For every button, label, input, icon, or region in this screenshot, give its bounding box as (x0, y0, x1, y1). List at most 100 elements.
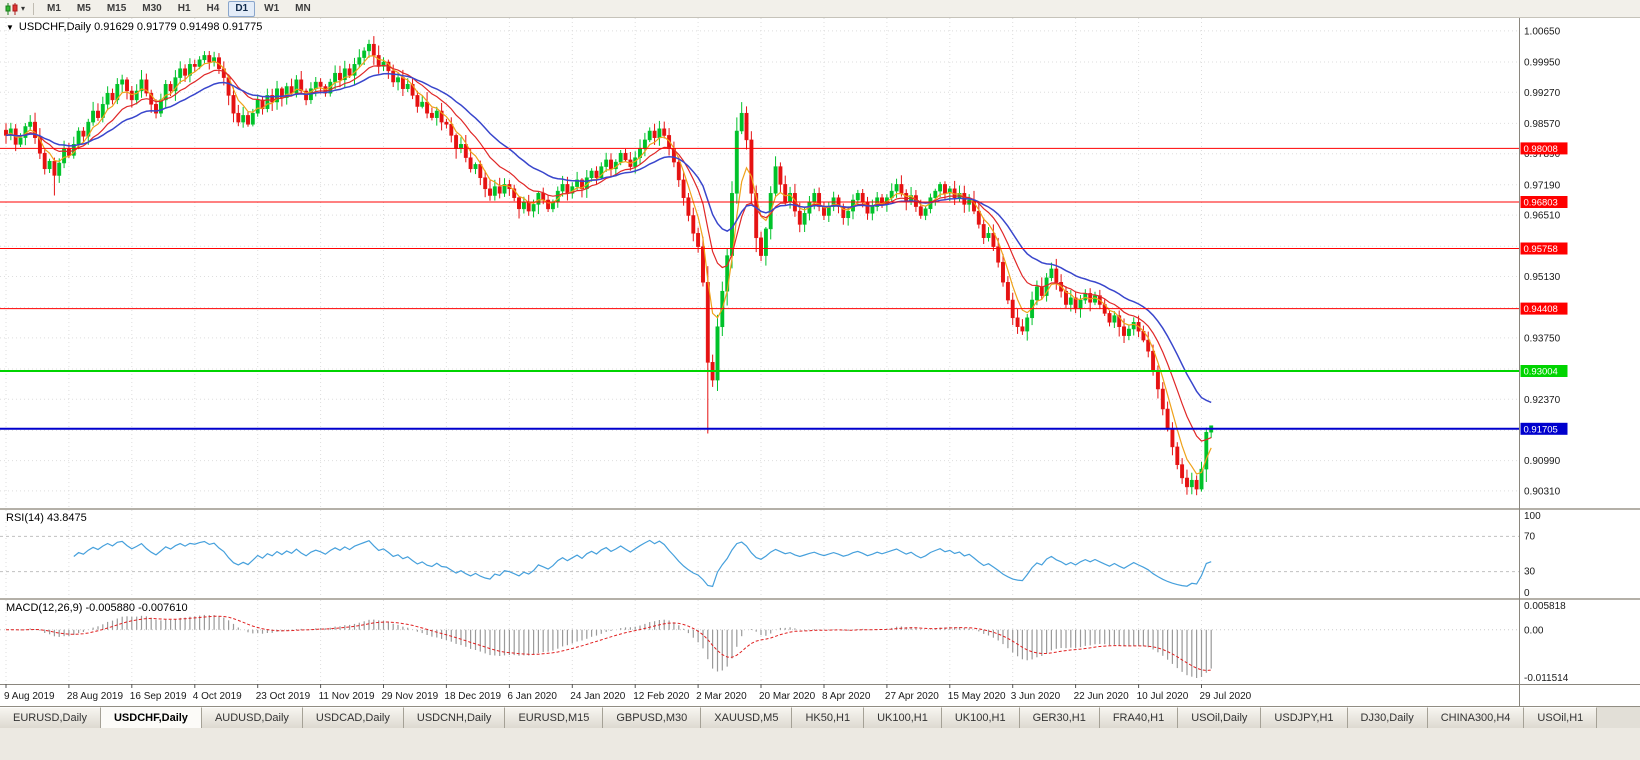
moving-average-fast (5, 55, 1212, 475)
chart-tabs-bar: EURUSD,Daily USDCHF,Daily AUDUSD,Daily USDC… (0, 706, 1640, 728)
timeframe-button-h1[interactable]: H1 (177, 2, 191, 14)
chart-tab-usdcnh-daily[interactable]: USDCNH,Daily (403, 707, 506, 728)
grid (0, 18, 1519, 684)
pane-splitters[interactable] (0, 18, 1640, 706)
chart-tab-uk100-h1[interactable]: UK100,H1 (941, 707, 1020, 728)
svg-text:0.95758: 0.95758 (1524, 244, 1558, 255)
svg-text:29 Nov 2019: 29 Nov 2019 (382, 691, 439, 702)
chart-area: 1.00650 0.99950 0.99270 0.98570 0.97890 0.971… (0, 18, 1640, 706)
price-axis[interactable]: 1.00650 0.99950 0.99270 0.98570 0.97890 0.971… (1520, 26, 1569, 684)
pane-splitter[interactable] (0, 508, 1640, 510)
timeframe-button-m15[interactable]: M15 (106, 2, 127, 14)
svg-text:18 Dec 2019: 18 Dec 2019 (444, 691, 501, 702)
timeframe-button-mn[interactable]: MN (295, 2, 311, 14)
candlestick-series (4, 36, 1214, 496)
svg-text:0.95130: 0.95130 (1524, 272, 1561, 283)
svg-text:8 Apr 2020: 8 Apr 2020 (822, 691, 871, 702)
svg-text:0.94408: 0.94408 (1524, 304, 1558, 315)
timeframe-button-m5[interactable]: M5 (76, 2, 91, 14)
chart-tab-uk100-h1[interactable]: UK100,H1 (864, 707, 942, 728)
chart-tab-eurusd-m15[interactable]: EURUSD,M15 (505, 707, 604, 728)
toolbar-dropdown-arrow-icon[interactable]: ▾ (21, 4, 26, 13)
svg-text:12 Feb 2020: 12 Feb 2020 (633, 691, 690, 702)
svg-text:0.91705: 0.91705 (1524, 424, 1558, 435)
moving-average-medium (5, 64, 1212, 442)
level-price-badge (1520, 422, 1568, 435)
toolbar-separator (33, 2, 35, 15)
macd-signal-line (5, 615, 1212, 672)
candlestick-chart-icon[interactable] (4, 2, 20, 16)
timeframe-button-m30[interactable]: M30 (142, 2, 162, 14)
status-strip (0, 729, 1640, 760)
timeframe-button-h4[interactable]: H4 (206, 2, 220, 14)
svg-text:16 Sep 2019: 16 Sep 2019 (130, 691, 187, 702)
chart-tab-ger30-h1[interactable]: GER30,H1 (1019, 707, 1100, 728)
chart-tab-usdcad-daily[interactable]: USDCAD,Daily (302, 707, 404, 728)
chart-tab-usdchf-daily[interactable]: USDCHF,Daily (100, 707, 202, 728)
price-chart-canvas[interactable]: 1.00650 0.99950 0.99270 0.98570 0.97890 0.971… (0, 18, 1640, 706)
level-price-badge (1520, 242, 1568, 255)
svg-text:10 Jul 2020: 10 Jul 2020 (1137, 691, 1189, 702)
timeframe-button-d1[interactable]: D1 (228, 0, 256, 17)
svg-text:0.90990: 0.90990 (1524, 456, 1561, 467)
chart-tab-gbpusd-m30[interactable]: GBPUSD,M30 (603, 707, 702, 728)
level-price-badge (1520, 196, 1568, 208)
svg-text:0.93750: 0.93750 (1524, 333, 1561, 344)
svg-text:-0.011514: -0.011514 (1524, 673, 1569, 684)
svg-text:0.98570: 0.98570 (1524, 119, 1561, 130)
svg-text:0.92370: 0.92370 (1524, 395, 1561, 406)
svg-text:100: 100 (1524, 511, 1541, 522)
svg-text:11 Nov 2019: 11 Nov 2019 (319, 691, 375, 702)
svg-text:0.99270: 0.99270 (1524, 88, 1561, 99)
chart-tab-usoil-h1[interactable]: USOil,H1 (1524, 707, 1598, 728)
svg-text:30: 30 (1524, 567, 1536, 578)
candlestick-chart-icon-glyph (5, 2, 18, 15)
svg-text:23 Oct 2019: 23 Oct 2019 (256, 691, 311, 702)
svg-text:24 Jan 2020: 24 Jan 2020 (570, 691, 625, 702)
horizontal-level-lines[interactable] (0, 147, 1519, 430)
chart-menu-arrow-icon[interactable]: ▼ (6, 22, 14, 32)
timeframe-button-group: M1 M5 M15 M30 H1 H4 D1 W1 MN (39, 0, 319, 17)
chart-tab-fra40-h1[interactable]: FRA40,H1 (1099, 707, 1179, 728)
svg-text:0.97890: 0.97890 (1524, 149, 1561, 160)
timeframe-button-m1[interactable]: M1 (47, 2, 61, 14)
svg-text:0: 0 (1524, 588, 1530, 599)
chart-tab-hk50-h1[interactable]: HK50,H1 (792, 707, 865, 728)
chart-tab-dj30-daily[interactable]: DJ30,Daily (1347, 707, 1428, 728)
svg-text:2 Mar 2020: 2 Mar 2020 (696, 691, 747, 702)
time-axis[interactable]: 9 Aug 2019 28 Aug 2019 16 Sep 2019 4 Oct 20… (4, 684, 1252, 702)
svg-text:3 Jun 2020: 3 Jun 2020 (1011, 691, 1061, 702)
svg-text:0.96803: 0.96803 (1524, 198, 1558, 209)
svg-text:0.00: 0.00 (1524, 625, 1544, 636)
svg-text:0.97190: 0.97190 (1524, 180, 1561, 191)
svg-text:4 Oct 2019: 4 Oct 2019 (193, 691, 242, 702)
svg-text:0.98008: 0.98008 (1524, 144, 1558, 155)
rsi-pane (0, 535, 1519, 588)
pane-splitter[interactable] (0, 598, 1640, 600)
svg-text:9 Aug 2019: 9 Aug 2019 (4, 691, 55, 702)
svg-text:20 Mar 2020: 20 Mar 2020 (759, 691, 816, 702)
svg-text:6 Jan 2020: 6 Jan 2020 (507, 691, 557, 702)
chart-tab-xauusd-m5[interactable]: XAUUSD,M5 (701, 707, 793, 728)
svg-text:22 Jun 2020: 22 Jun 2020 (1074, 691, 1129, 702)
timeframe-button-w1[interactable]: W1 (264, 2, 280, 14)
rsi-line (73, 539, 1212, 588)
macd-pane (0, 614, 1519, 678)
svg-text:0.93004: 0.93004 (1524, 367, 1558, 378)
chart-tab-eurusd-daily[interactable]: EURUSD,Daily (0, 707, 101, 728)
svg-text:0.99950: 0.99950 (1524, 58, 1561, 69)
level-price-badge (1520, 365, 1568, 377)
chart-tab-china300-h4[interactable]: CHINA300,H4 (1427, 707, 1525, 728)
svg-text:27 Apr 2020: 27 Apr 2020 (885, 691, 939, 702)
svg-text:15 May 2020: 15 May 2020 (948, 691, 1006, 702)
moving-average-slow (5, 72, 1212, 404)
chart-tab-usdjpy-h1[interactable]: USDJPY,H1 (1261, 707, 1348, 728)
chart-tab-usoil-daily[interactable]: USOil,Daily (1178, 707, 1262, 728)
level-price-badge (1520, 302, 1568, 315)
svg-text:0.90310: 0.90310 (1524, 486, 1561, 497)
svg-text:0.005818: 0.005818 (1524, 601, 1566, 612)
timeframe-toolbar: ▾ M1 M5 M15 M30 H1 H4 D1 W1 MN (0, 0, 1640, 18)
svg-text:1.00650: 1.00650 (1524, 26, 1561, 37)
chart-tab-audusd-daily[interactable]: AUDUSD,Daily (201, 707, 303, 728)
svg-text:29 Jul 2020: 29 Jul 2020 (1200, 691, 1252, 702)
